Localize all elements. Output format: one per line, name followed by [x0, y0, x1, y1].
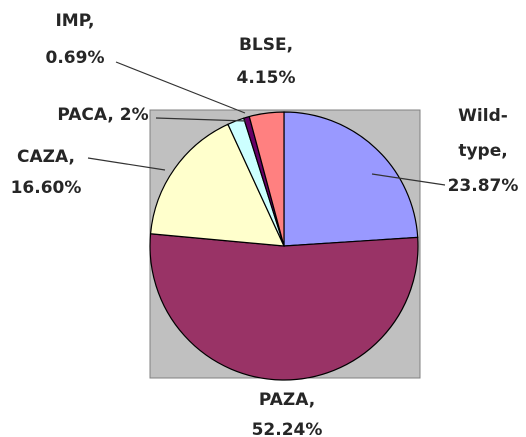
value-label: 0.69% [46, 48, 105, 68]
value-label: 4.15% [237, 68, 296, 88]
leader-line [115, 61, 246, 114]
category-label: CAZA, [17, 147, 75, 167]
category-label: type, [458, 141, 507, 161]
pie-slice [283, 111, 419, 247]
leader-line [155, 117, 247, 122]
slice-label: PACA, 2% [57, 105, 148, 125]
pie-slice [248, 111, 285, 247]
pie-slice [149, 233, 419, 381]
pie-slice [149, 123, 285, 247]
leader-line [87, 157, 166, 171]
value-label: 52.24% [252, 420, 323, 437]
value-label: 23.87% [448, 176, 519, 196]
category-label: BLSE, [239, 35, 293, 55]
category-label: IMP, [55, 11, 94, 31]
value-label: 2% [120, 105, 149, 125]
value-label: 16.60% [11, 178, 82, 198]
leader-line [371, 173, 446, 186]
category-label: PAZA, [259, 390, 315, 410]
category-label: PACA, [57, 105, 113, 125]
category-label: Wild- [458, 106, 508, 126]
